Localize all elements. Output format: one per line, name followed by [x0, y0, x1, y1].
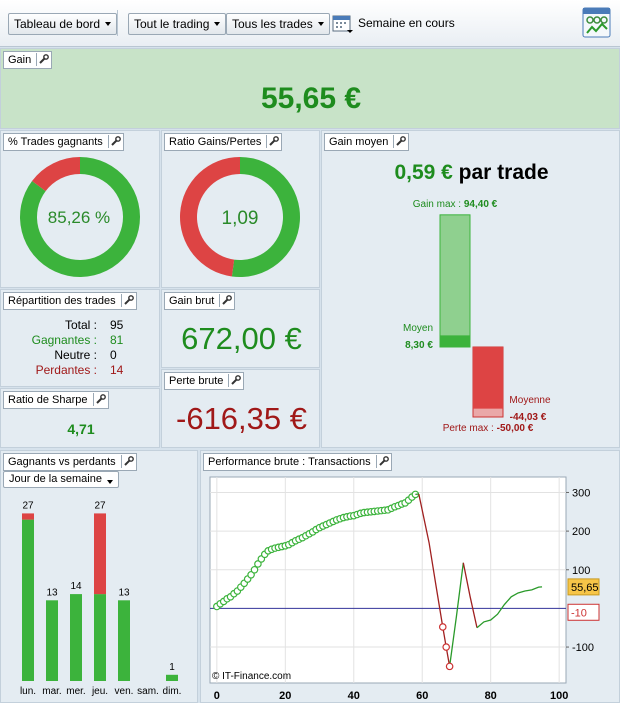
- settings-icon[interactable]: [582, 7, 612, 39]
- weekday-panel: Gagnants vs perdants Jour de la semaine: [0, 450, 198, 703]
- panel-title: Gain brut: [164, 292, 236, 310]
- wrench-icon[interactable]: [266, 135, 280, 148]
- row-value: 81: [110, 333, 124, 347]
- row-label: Perdantes :: [35, 363, 97, 377]
- title-text: Ratio de Sharpe: [8, 394, 88, 406]
- wrench-glyph: [378, 456, 389, 466]
- wrench-icon[interactable]: [375, 455, 390, 468]
- gross-gain-panel: Gain brut 672,00 €: [161, 289, 320, 368]
- title-text: Gagnants vs perdants: [8, 456, 116, 468]
- title-text: Gain moyen: [329, 136, 389, 148]
- performance-panel: Performance brute : Transactions: [200, 450, 620, 703]
- calendar-icon[interactable]: [332, 13, 354, 35]
- wrench-glyph: [269, 136, 280, 146]
- wrench-glyph: [39, 54, 50, 64]
- gross-loss-value: -616,35 €: [176, 401, 307, 436]
- avg-gain-unit: par trade: [458, 161, 549, 184]
- wrench-icon[interactable]: [36, 53, 50, 66]
- avg-gain-line: 0,59 € par trade: [322, 161, 620, 185]
- wrench-glyph: [231, 375, 242, 385]
- panel-title: % Trades gagnants: [3, 133, 124, 151]
- title-text: Répartition des trades: [8, 295, 116, 307]
- panel-title: Ratio de Sharpe: [3, 391, 109, 409]
- wrench-icon[interactable]: [228, 374, 242, 387]
- wrench-icon[interactable]: [92, 393, 107, 406]
- dashboard-menu[interactable]: Tableau de bord: [8, 13, 118, 35]
- row-value: 0: [110, 348, 117, 362]
- breakdown-panel: Répartition des trades Total : 95 Gagnante…: [0, 289, 160, 387]
- period-label[interactable]: Semaine en cours: [358, 16, 455, 30]
- wrench-glyph: [396, 136, 407, 146]
- wrench-icon[interactable]: [120, 294, 135, 307]
- row-label: Gagnantes :: [31, 333, 97, 347]
- toolbar: Tableau de bord Tout le trading Tous les…: [0, 0, 620, 47]
- ratio-panel: Ratio Gains/Pertes: [161, 130, 320, 288]
- weekday-selector[interactable]: Jour de la semaine: [3, 471, 119, 488]
- avg-gain-panel: Gain moyen 0,59 € par trade: [321, 130, 620, 448]
- separator: [117, 10, 118, 36]
- wrench-icon[interactable]: [219, 294, 233, 307]
- panel-title: Perte brute: [164, 372, 245, 390]
- panel-title: Gagnants vs perdants: [3, 453, 137, 471]
- panel-title: Gain: [3, 51, 53, 69]
- row-label: Neutre :: [54, 348, 97, 362]
- gross-loss-panel: Perte brute -616,35 €: [161, 369, 320, 448]
- trades-menu[interactable]: Tous les trades: [226, 13, 330, 35]
- win-rate-panel: % Trades gagnants: [0, 130, 160, 288]
- gross-gain-value: 672,00 €: [181, 321, 302, 356]
- sharpe-panel: Ratio de Sharpe 4,71: [0, 388, 160, 448]
- title-text: Gain: [8, 54, 32, 66]
- title-text: Perte brute: [169, 375, 224, 387]
- row-label: Total :: [64, 318, 97, 332]
- title-text: Ratio Gains/Pertes: [169, 136, 262, 148]
- avg-gain-value: 0,59 €: [394, 161, 453, 184]
- wrench-glyph: [123, 456, 134, 466]
- sharpe-value: 4,71: [67, 421, 95, 437]
- wrench-icon[interactable]: [107, 135, 122, 148]
- title-text: Performance brute : Transactions: [208, 456, 371, 468]
- wrench-glyph: [222, 295, 233, 305]
- panel-title: Ratio Gains/Pertes: [164, 133, 283, 151]
- wrench-glyph: [111, 136, 121, 146]
- wrench-glyph: [95, 394, 106, 404]
- wrench-icon[interactable]: [120, 455, 135, 468]
- row-value: 95: [110, 318, 124, 332]
- panel-title: Gain moyen: [324, 133, 410, 151]
- panel-title: Répartition des trades: [3, 292, 137, 310]
- title-text: Gain brut: [169, 295, 215, 307]
- row-value: 14: [110, 363, 124, 377]
- title-text: % Trades gagnants: [8, 136, 103, 148]
- trading-menu[interactable]: Tout le trading: [128, 13, 227, 35]
- wrench-icon[interactable]: [393, 135, 407, 148]
- panel-title: Performance brute : Transactions: [203, 453, 392, 471]
- gain-panel: Gain 55,65 €: [0, 48, 620, 129]
- wrench-glyph: [123, 295, 134, 305]
- gain-value: 55,65 €: [260, 82, 362, 115]
